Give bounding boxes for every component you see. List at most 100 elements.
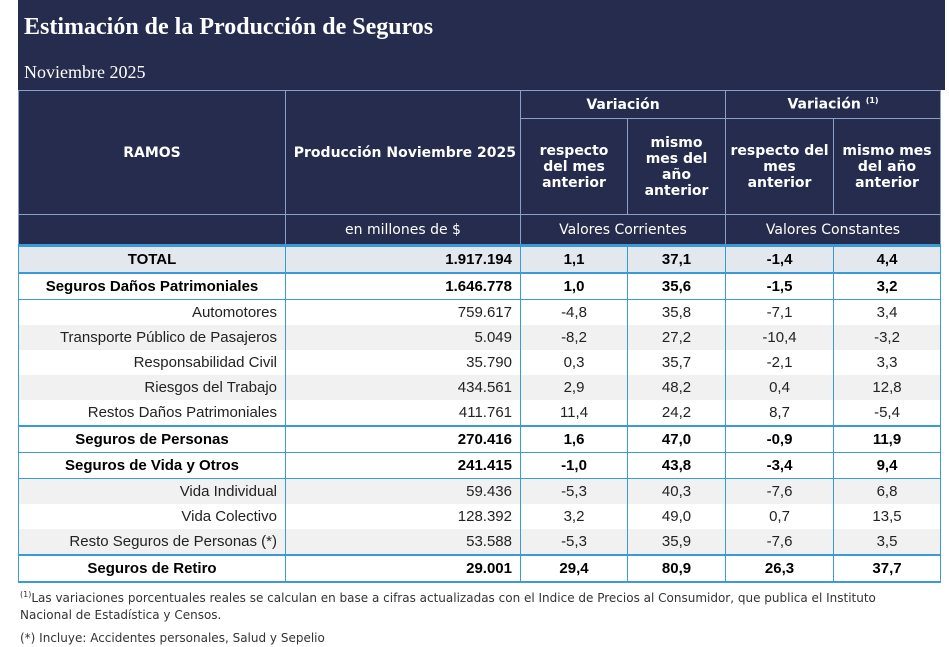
table-cell: 1,0 <box>520 272 628 300</box>
table-cell: 47,0 <box>626 425 727 453</box>
table-row: Vida Colectivo 128.392 3,2 49,0 0,7 13,5 <box>18 504 942 529</box>
table-cell: 27,2 <box>626 325 727 350</box>
table-cell: 35,6 <box>626 272 727 300</box>
table-cell: 270.416 <box>285 425 521 453</box>
table-cell: 434.561 <box>285 375 521 400</box>
col-header: Valores Constantes <box>725 214 942 246</box>
note-mark: (1) <box>865 96 879 106</box>
table-cell: -5,3 <box>520 478 628 504</box>
table-cell: 35,7 <box>626 350 727 375</box>
table-cell: 1,6 <box>520 425 628 453</box>
table-cell: -5,3 <box>520 529 628 555</box>
table-cell: -3,4 <box>725 452 835 479</box>
subtitle: Noviembre 2025 <box>24 62 146 82</box>
table-cell: 37,7 <box>833 554 942 583</box>
table-cell: 26,3 <box>725 554 835 583</box>
footnotes: (1)Las variaciones porcentuales reales s… <box>20 586 900 647</box>
table-cell: 3,5 <box>833 529 942 555</box>
table-cell: 35,8 <box>626 299 727 325</box>
footnote: (1)Las variaciones porcentuales reales s… <box>20 586 900 624</box>
col-header: Variación <box>519 90 727 119</box>
table-cell: Vida Colectivo <box>18 504 286 529</box>
table-cell: 11,9 <box>833 425 942 453</box>
footnote: (*) Incluye: Accidentes personales, Salu… <box>20 631 325 645</box>
table-cell: -3,2 <box>833 325 942 350</box>
table-cell: 48,2 <box>626 375 727 400</box>
table-row: Transporte Público de Pasajeros 5.049 -8,2… <box>18 325 942 350</box>
table-row: Seguros de Retiro 29.001 29,4 80,9 26,3 37,7 <box>18 554 942 583</box>
table-cell: 411.761 <box>285 400 521 426</box>
table-cell: -1,5 <box>725 272 835 300</box>
table-cell: -5,4 <box>833 400 942 426</box>
col-header: respecto del mes anterior <box>520 118 628 215</box>
table-row: Restos Daños Patrimoniales 411.761 11,4 24,… <box>18 400 942 426</box>
table-cell: -8,2 <box>520 325 628 350</box>
table-cell: 2,9 <box>520 375 628 400</box>
table-cell: -7,6 <box>725 478 835 504</box>
table-cell: 13,5 <box>833 504 942 529</box>
table-cell: Transporte Público de Pasajeros <box>18 325 286 350</box>
table-cell: 35.790 <box>285 350 521 375</box>
table-cell: 1,1 <box>520 244 628 273</box>
table-cell: 4,4 <box>833 244 942 273</box>
col-header: RAMOS <box>18 90 286 215</box>
table-cell: 40,3 <box>626 478 727 504</box>
table-cell: Seguros Daños Patrimoniales <box>18 272 286 300</box>
table-cell: 12,8 <box>833 375 942 400</box>
table-cell: -2,1 <box>725 350 835 375</box>
note-mark: (1) <box>20 590 32 599</box>
col-header-text: Variación <box>787 96 861 113</box>
table-cell: 43,8 <box>626 452 727 479</box>
table-cell: 80,9 <box>626 554 727 583</box>
table-cell: 29,4 <box>520 554 628 583</box>
table-row: Resto Seguros de Personas (*) 53.588 -5,3 3… <box>18 529 942 555</box>
table-cell: Seguros de Vida y Otros <box>18 452 286 479</box>
table-cell: 53.588 <box>285 529 521 555</box>
table-cell: 1.646.778 <box>285 272 521 300</box>
table-cell: 37,1 <box>626 244 727 273</box>
table-row: Seguros de Vida y Otros 241.415 -1,0 43,8 -3… <box>18 452 942 479</box>
table-row: Riesgos del Trabajo 434.561 2,9 48,2 0,4 12,8 <box>18 375 942 400</box>
col-header: Variación (1) <box>725 90 942 119</box>
units: en millones de $ <box>285 214 521 246</box>
table-cell: 0,3 <box>520 350 628 375</box>
table-cell: Seguros de Personas <box>18 425 286 453</box>
table-cell: 241.415 <box>285 452 521 479</box>
table-cell: Vida Individual <box>18 478 286 504</box>
table-cell: 3,2 <box>833 272 942 300</box>
table-cell: 24,2 <box>626 400 727 426</box>
col-header: mismo mes del año anterior <box>833 118 942 215</box>
col-header: Valores Corrientes <box>519 214 727 246</box>
col-header: Producción Noviembre 2025 <box>285 90 521 215</box>
table-cell: 128.392 <box>285 504 521 529</box>
table-cell: 29.001 <box>285 554 521 583</box>
table-cell: -1,4 <box>725 244 835 273</box>
table-cell: 0,4 <box>725 375 835 400</box>
table-cell: 35,9 <box>626 529 727 555</box>
table-cell: Seguros de Retiro <box>18 554 286 583</box>
table-cell: -7,1 <box>725 299 835 325</box>
footnote-text: Las variaciones porcentuales reales se c… <box>20 591 876 622</box>
table-cell: 6,8 <box>833 478 942 504</box>
table-cell: Automotores <box>18 299 286 325</box>
table-row: Automotores 759.617 -4,8 35,8 -7,1 3,4 <box>18 299 942 325</box>
table-row: Seguros Daños Patrimoniales 1.646.778 1,0 3… <box>18 272 942 300</box>
table-row: Responsabilidad Civil 35.790 0,3 35,7 -2,1 3,… <box>18 350 942 375</box>
table-cell: 59.436 <box>285 478 521 504</box>
col-header: respecto del mes anterior <box>725 118 835 215</box>
table-cell: Riesgos del Trabajo <box>18 375 286 400</box>
col-header: mismo mes del año anterior <box>626 118 727 215</box>
table-cell: Resto Seguros de Personas (*) <box>18 529 286 555</box>
table-cell: 759.617 <box>285 299 521 325</box>
table-cell: 3,4 <box>833 299 942 325</box>
table-cell: -0,9 <box>725 425 835 453</box>
title: Estimación de la Producción de Seguros <box>24 14 434 40</box>
table-cell: 1.917.194 <box>285 244 521 273</box>
table-cell: TOTAL <box>18 244 286 273</box>
table-cell: -10,4 <box>725 325 835 350</box>
table-cell: 9,4 <box>833 452 942 479</box>
table-row: TOTAL 1.917.194 1,1 37,1 -1,4 4,4 <box>18 244 942 273</box>
table-cell: -1,0 <box>520 452 628 479</box>
header: Estimación de la Producción de Seguros N… <box>18 0 945 90</box>
table-row: Vida Individual 59.436 -5,3 40,3 -7,6 6,8 <box>18 478 942 504</box>
